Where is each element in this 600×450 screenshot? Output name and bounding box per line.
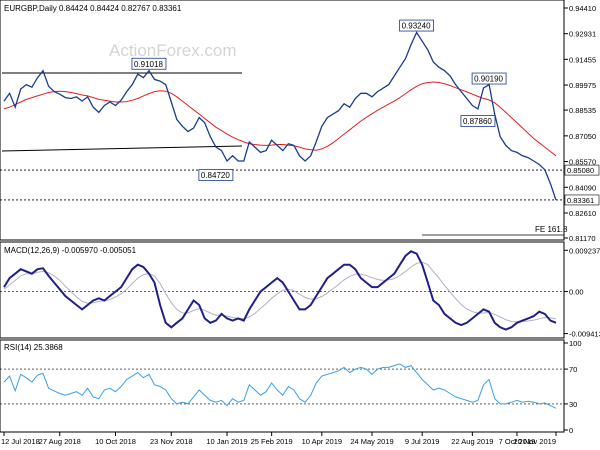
- price-level-tag-text: 0.83361: [567, 196, 594, 205]
- price-annotation-label: 0.93240: [402, 22, 431, 31]
- y-tick-label: 70: [569, 365, 577, 374]
- macd-header: MACD(12,26,9) -0.005970 -0.005051: [4, 246, 137, 255]
- macd-signal-line: [3, 261, 557, 323]
- rsi-y-axis: 100 70 30 0: [0, 339, 582, 435]
- macd-line: [3, 250, 557, 331]
- price-annotation-box: [460, 115, 496, 127]
- x-tick-label: 22 Aug 2019: [451, 437, 493, 446]
- macd-y-axis: 0.009237 0.00 -0.009413: [0, 246, 600, 339]
- y-tick-label: 0.009237: [569, 246, 600, 255]
- rsi-line: [3, 363, 557, 409]
- channel-bottom-line: [1, 145, 243, 152]
- price-annotation-label: 0.84720: [201, 171, 230, 180]
- x-tick-label: 23 Nov 2018: [150, 437, 193, 446]
- price-line: [3, 31, 557, 201]
- y-tick-label: 0.91455: [569, 55, 596, 64]
- price-level-tag: [564, 194, 600, 206]
- y-tick-label: 0: [569, 426, 573, 435]
- price-annotation-label: 0.91018: [134, 60, 163, 69]
- x-tick-label: 9 Jul 2019: [405, 437, 440, 446]
- x-tick-label: 12 Jul 2018: [1, 437, 40, 446]
- y-tick-label: 0.94410: [569, 4, 596, 13]
- y-tick-label: 0.00: [569, 288, 584, 297]
- x-tick-label: 10 Apr 2019: [302, 437, 342, 446]
- y-tick-label: 0.92931: [569, 30, 596, 39]
- price-annotation-box: [471, 72, 507, 85]
- y-tick-label: 0.88535: [569, 106, 596, 115]
- macd-panel: [0, 241, 565, 339]
- x-tick-label: 25 Feb 2019: [251, 437, 293, 446]
- y-tick-label: 0.82610: [569, 209, 596, 218]
- x-tick-label: 24 May 2019: [350, 437, 393, 446]
- price-level-tag-text: 0.85080: [567, 166, 594, 175]
- y-tick-label: 0.85570: [569, 158, 596, 167]
- x-tick-label: 10 Jan 2019: [206, 437, 247, 446]
- y-tick-label: 0.87050: [569, 132, 596, 141]
- price-annotation-box: [131, 57, 167, 70]
- fe-label: FE 161.8: [535, 225, 568, 234]
- price-header: EURGBP,Daily 0.84424 0.84424 0.82767 0.8…: [4, 4, 182, 13]
- rsi-header: RSI(14) 25.3868: [4, 343, 63, 352]
- price-y-axis: 0.94410 0.92931 0.91455 0.89975 0.88535 0.870…: [564, 4, 596, 243]
- x-tick-label: 27 Aug 2018: [39, 437, 81, 446]
- moving-average-line: [3, 81, 557, 157]
- y-tick-label: 100: [569, 339, 582, 348]
- x-tick-label: 7 Oct 2019: [499, 437, 536, 446]
- y-tick-label: 0.81170: [569, 234, 596, 243]
- price-annotation-label: 0.90190: [474, 75, 503, 84]
- y-tick-label: 30: [569, 400, 577, 409]
- price-annotation-label: 0.87860: [463, 117, 492, 126]
- watermark: ActionForex.com: [109, 41, 237, 60]
- price-annotation-box: [399, 19, 435, 32]
- x-tick-label: 10 Oct 2018: [95, 437, 136, 446]
- rsi-panel: [0, 339, 565, 433]
- price-level-tag: [564, 164, 600, 176]
- y-tick-label: 0.84090: [569, 183, 596, 192]
- x-tick-label: 20 Nov 2019: [513, 437, 556, 446]
- price-annotations: 0.91018 0.93240 0.90190 0.87860 0.84720: [131, 19, 507, 181]
- y-tick-label: -0.009413: [569, 330, 600, 339]
- price-annotation-box: [198, 169, 234, 181]
- y-tick-label: 0.89975: [569, 81, 596, 90]
- price-horizontal-lines: 0.85080 0.83361: [0, 164, 600, 206]
